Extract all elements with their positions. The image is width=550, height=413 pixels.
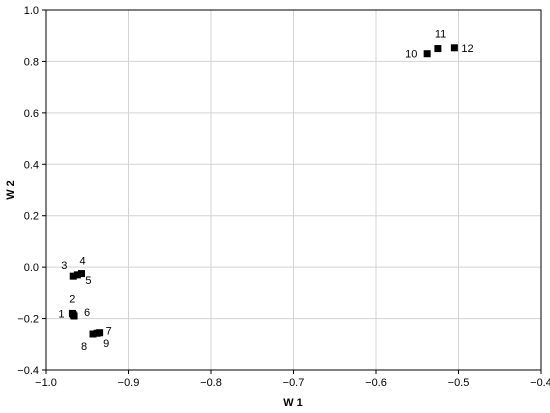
y-axis-title: W 2: [5, 180, 17, 200]
y-tick-label: 1.0: [24, 5, 39, 17]
y-tick-label: 0.6: [24, 108, 39, 120]
point-label-12: 12: [461, 43, 473, 55]
point-label-6: 6: [84, 307, 90, 319]
data-point-11: [434, 45, 442, 53]
y-tick-label: 0.2: [24, 211, 39, 223]
x-axis-ticks: −1.0 −0.9 −0.8 −0.7 −0.6 −0.5 −0.4: [35, 370, 550, 389]
y-tick-label: −0.4: [17, 365, 39, 377]
data-point-3: [69, 272, 77, 280]
x-tick-label: −0.7: [283, 377, 305, 389]
data-point-4: [77, 270, 85, 278]
point-label-9: 9: [103, 338, 109, 350]
y-tick-label: 0.8: [24, 56, 39, 68]
data-point-6: [70, 312, 78, 320]
x-axis-title: W 1: [283, 397, 303, 409]
point-label-1: 1: [58, 308, 64, 320]
x-tick-label: −0.9: [118, 377, 140, 389]
data-points: [68, 44, 458, 338]
point-label-3: 3: [61, 260, 67, 272]
data-point-12: [450, 44, 458, 52]
data-point-8: [89, 330, 97, 338]
point-label-2: 2: [69, 294, 75, 306]
grid: [46, 10, 541, 370]
point-label-5: 5: [85, 275, 91, 287]
y-axis-ticks: −0.4 −0.2 0.0 0.2 0.4 0.6 0.8 1.0: [17, 5, 46, 377]
x-tick-label: −0.8: [200, 377, 222, 389]
x-tick-label: −1.0: [35, 377, 57, 389]
y-tick-label: 0.0: [24, 262, 39, 274]
data-point-5: [73, 271, 81, 279]
point-label-10: 10: [405, 49, 417, 61]
x-tick-label: −0.5: [448, 377, 470, 389]
data-point-10: [423, 50, 431, 58]
point-label-8: 8: [81, 341, 87, 353]
point-label-11: 11: [435, 29, 446, 41]
point-label-7: 7: [106, 326, 112, 338]
x-tick-label: −0.4: [530, 377, 550, 389]
y-tick-label: 0.4: [24, 159, 39, 171]
point-label-4: 4: [79, 256, 85, 268]
y-tick-label: −0.2: [17, 314, 39, 326]
data-point-9: [93, 329, 101, 337]
x-tick-label: −0.6: [365, 377, 387, 389]
